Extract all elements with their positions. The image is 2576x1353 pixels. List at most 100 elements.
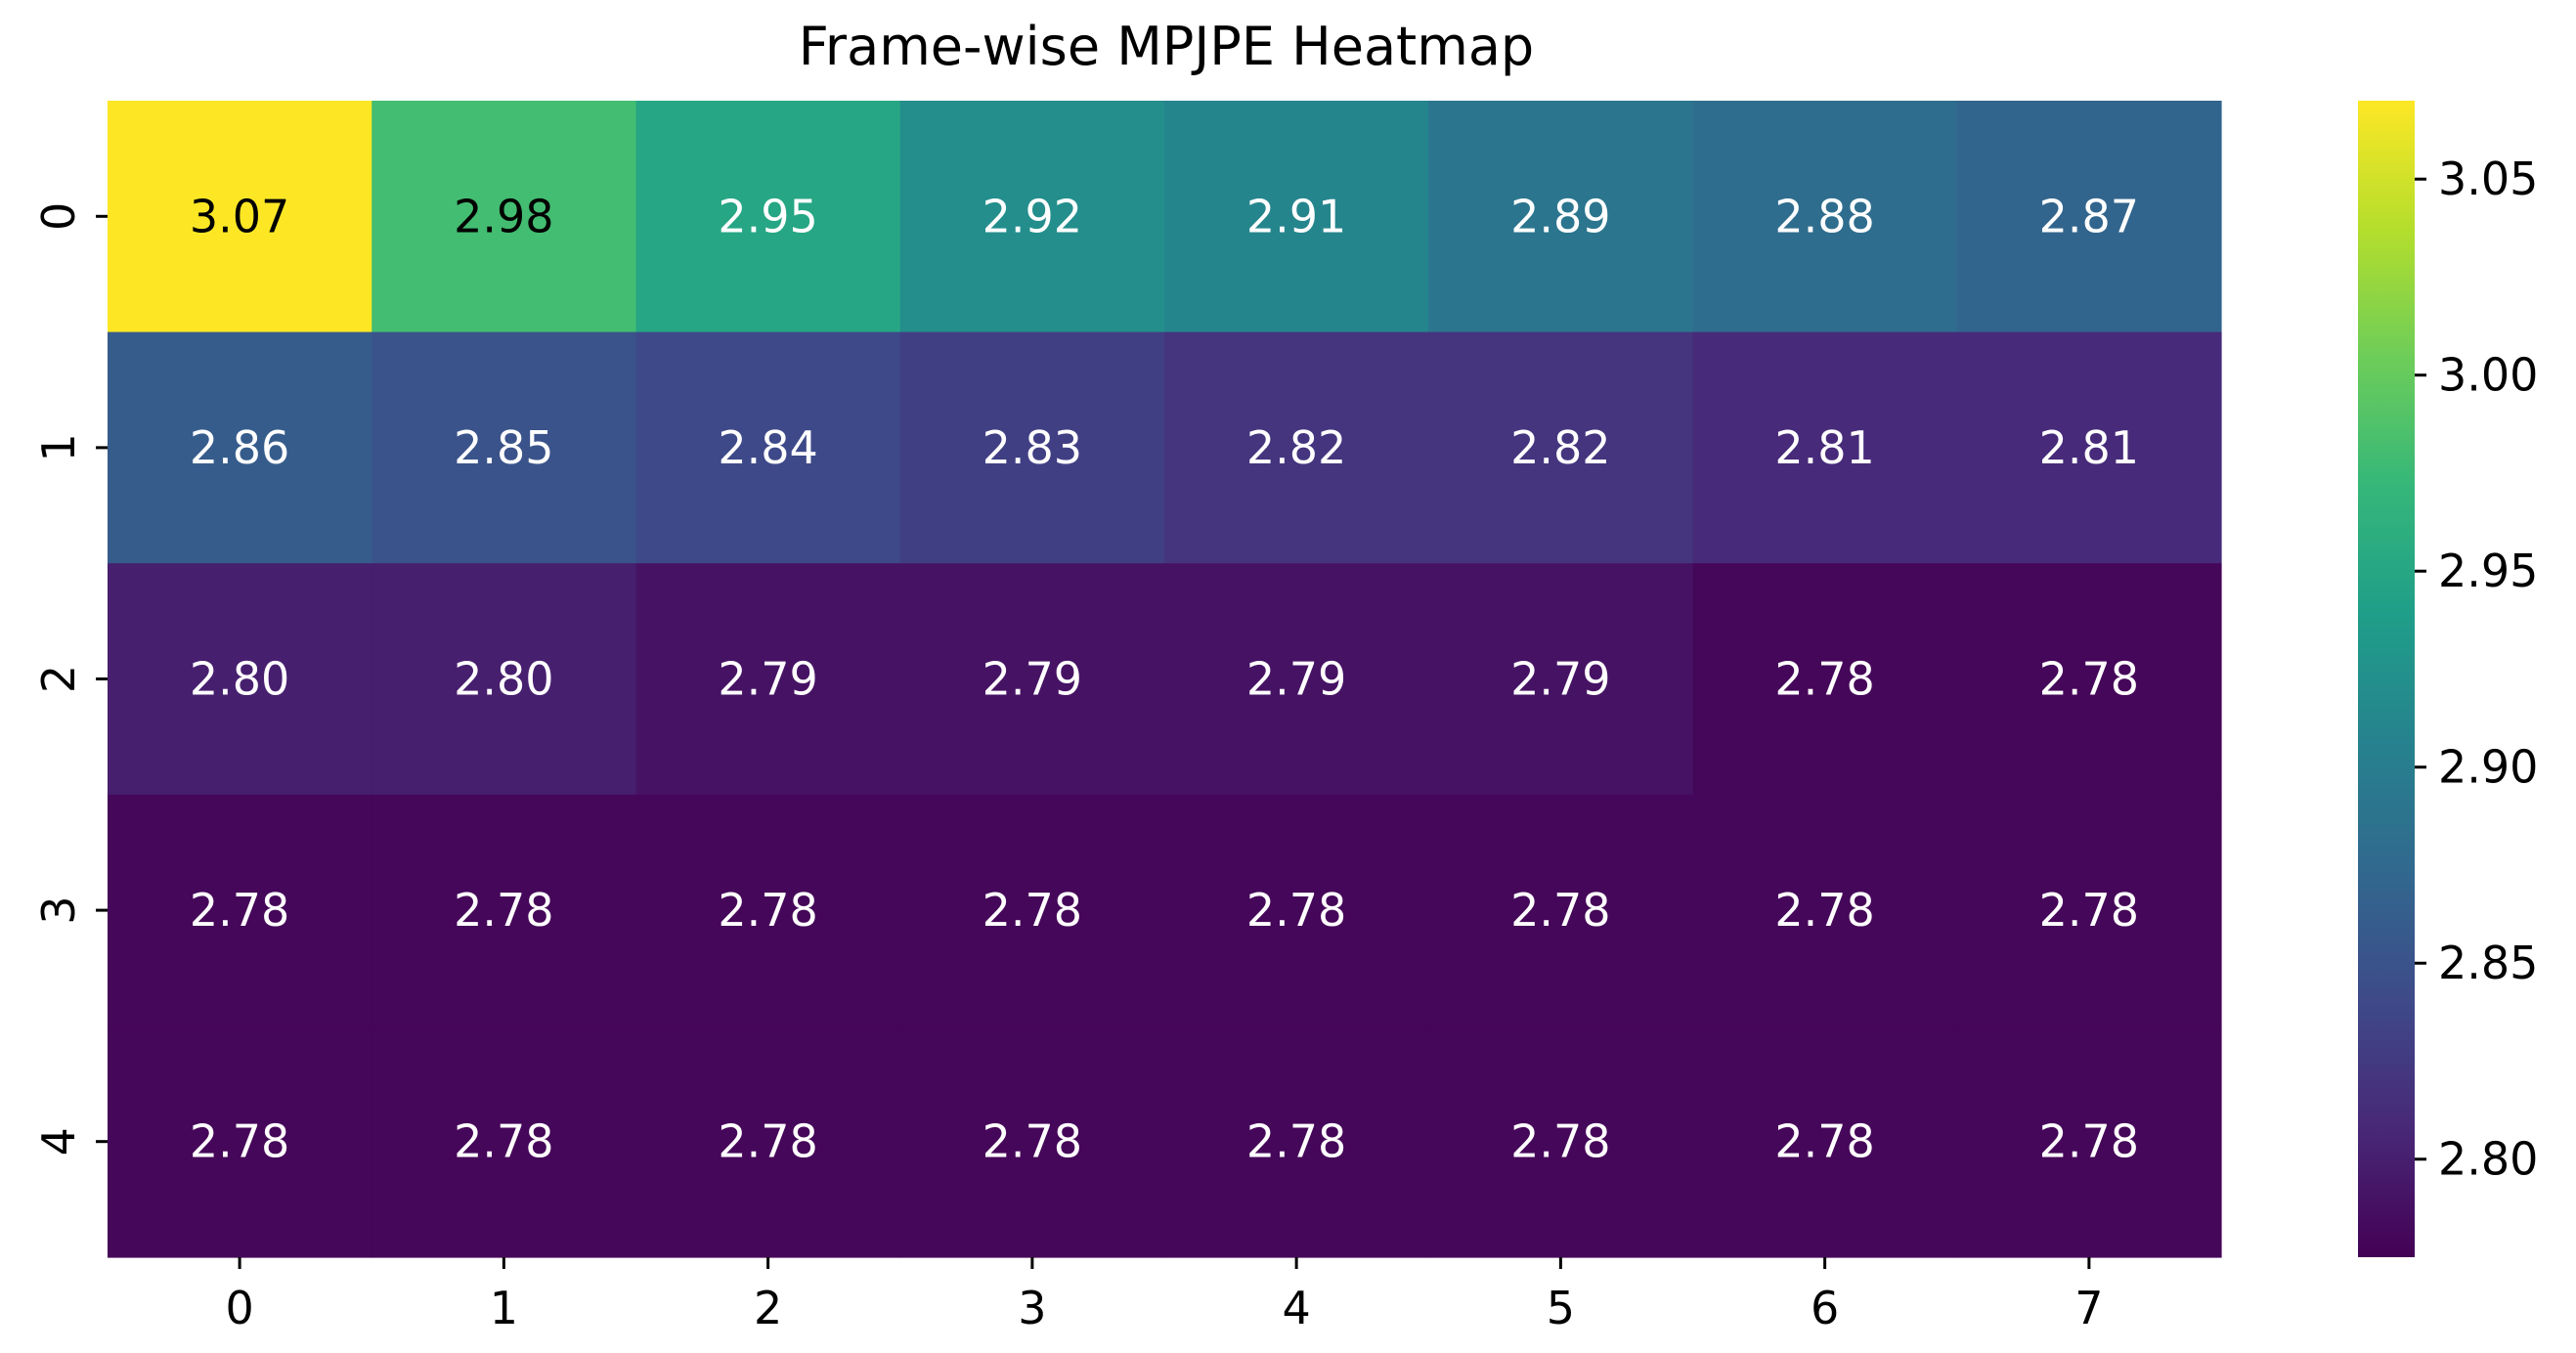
cell-value-label: 2.89	[1510, 190, 1610, 242]
y-tick-label: 0	[32, 202, 85, 231]
cell-value-label: 2.78	[1774, 653, 1874, 706]
cell-value-label: 2.78	[2039, 1115, 2139, 1168]
colorbar-tick-label: 2.85	[2438, 937, 2538, 989]
x-axis: 0 1 2 3 4 5 6 7	[225, 1257, 2104, 1334]
heatmap-cell	[1956, 331, 2222, 564]
x-tick-label: 1	[490, 1282, 518, 1334]
x-tick-label: 7	[2074, 1282, 2103, 1334]
heatmap-cell	[1692, 1026, 1958, 1258]
heatmap-cell	[1428, 331, 1694, 564]
heatmap-cell	[635, 563, 901, 796]
heatmap-cell	[371, 331, 637, 564]
colorbar-ticks: 2.80 2.85 2.90 2.95 3.00 3.05	[2415, 153, 2538, 1186]
heatmap-cell	[1956, 794, 2222, 1026]
x-tick-label: 4	[1282, 1282, 1310, 1334]
cell-value-label: 2.78	[1774, 884, 1874, 937]
heatmap-cells	[108, 101, 2222, 1258]
heatmap-cell	[1956, 1026, 2222, 1258]
cell-value-label: 2.91	[1246, 190, 1346, 242]
heatmap-cell	[108, 331, 372, 564]
heatmap-cell	[1164, 101, 1429, 333]
cell-value-label: 2.78	[1246, 1115, 1346, 1168]
cell-value-label: 2.86	[190, 421, 289, 474]
heatmap-cell	[899, 101, 1165, 333]
heatmap-cell	[371, 1026, 637, 1258]
colorbar-tick-label: 3.00	[2438, 349, 2538, 402]
cell-value-label: 2.81	[1774, 421, 1874, 474]
heatmap-cell	[1428, 794, 1694, 1026]
cell-value-label: 2.82	[1510, 421, 1610, 474]
heatmap-cell	[1428, 101, 1694, 333]
cell-value-label: 2.95	[718, 190, 817, 242]
heatmap-cell	[635, 331, 901, 564]
cell-value-label: 2.78	[982, 1115, 1082, 1168]
heatmap-cell	[1164, 1026, 1429, 1258]
heatmap-cell	[108, 101, 372, 333]
heatmap-cell	[108, 794, 372, 1026]
cell-value-label: 2.83	[982, 421, 1082, 474]
colorbar-gradient	[2358, 101, 2415, 1257]
heatmap-cell	[1956, 101, 2222, 333]
colorbar: 2.80 2.85 2.90 2.95 3.00 3.05	[2358, 101, 2538, 1257]
heatmap-cell	[1692, 563, 1958, 796]
x-tick-label: 5	[1547, 1282, 1575, 1334]
cell-value-label: 2.78	[1510, 1115, 1610, 1168]
cell-value-label: 2.79	[718, 653, 817, 706]
colorbar-tick-label: 2.90	[2438, 741, 2538, 794]
heatmap-cell	[899, 794, 1165, 1026]
heatmap-cell	[899, 1026, 1165, 1258]
cell-value-label: 2.78	[190, 884, 289, 937]
cell-value-label: 2.81	[2039, 421, 2139, 474]
x-tick-label: 0	[225, 1282, 253, 1334]
cell-value-label: 2.78	[190, 1115, 289, 1168]
x-tick-label: 6	[1811, 1282, 1839, 1334]
heatmap-cell	[1692, 331, 1958, 564]
chart-title: Frame-wise MPJPE Heatmap	[799, 16, 1534, 77]
cell-value-label: 2.84	[718, 421, 817, 474]
cell-value-label: 2.80	[454, 653, 553, 706]
x-tick-label: 3	[1018, 1282, 1046, 1334]
heatmap-cell	[1956, 563, 2222, 796]
heatmap-cell	[1164, 794, 1429, 1026]
colorbar-tick-label: 2.80	[2438, 1133, 2538, 1186]
colorbar-tick-label: 3.05	[2438, 153, 2538, 205]
heatmap-cell	[899, 331, 1165, 564]
x-tick-label: 2	[754, 1282, 782, 1334]
cell-value-label: 2.87	[2039, 190, 2139, 242]
cell-value-label: 2.78	[454, 884, 553, 937]
heatmap-cell	[1692, 794, 1958, 1026]
cell-value-label: 2.79	[1246, 653, 1346, 706]
cell-value-label: 2.78	[2039, 884, 2139, 937]
heatmap-cell	[108, 563, 372, 796]
heatmap-cell	[1692, 101, 1958, 333]
cell-value-label: 2.78	[454, 1115, 553, 1168]
heatmap-cell	[108, 1026, 372, 1258]
cell-value-label: 2.78	[1246, 884, 1346, 937]
heatmap-cell	[635, 794, 901, 1026]
cell-value-label: 2.78	[718, 1115, 817, 1168]
heatmap-cell	[635, 1026, 901, 1258]
y-tick-label: 4	[32, 1127, 85, 1156]
cell-value-label: 2.85	[454, 421, 553, 474]
cell-value-label: 2.82	[1246, 421, 1346, 474]
y-axis: 0 1 2 3 4	[32, 202, 108, 1156]
cell-value-label: 2.78	[2039, 653, 2139, 706]
heatmap-cell	[1164, 563, 1429, 796]
heatmap-cell	[371, 563, 637, 796]
cell-value-label: 2.78	[1774, 1115, 1874, 1168]
y-tick-label: 3	[32, 895, 85, 924]
heatmap-cell	[371, 794, 637, 1026]
y-tick-label: 1	[32, 433, 85, 461]
cell-value-label: 2.78	[982, 884, 1082, 937]
heatmap-cell	[1164, 331, 1429, 564]
cell-value-label: 2.98	[454, 190, 553, 242]
heatmap-cell	[635, 101, 901, 333]
heatmap-cell	[1428, 1026, 1694, 1258]
heatmap-cell	[371, 101, 637, 333]
cell-value-label: 2.80	[190, 653, 289, 706]
heatmap-cell	[1428, 563, 1694, 796]
cell-value-label: 3.07	[190, 190, 289, 242]
y-tick-label: 2	[32, 665, 85, 693]
